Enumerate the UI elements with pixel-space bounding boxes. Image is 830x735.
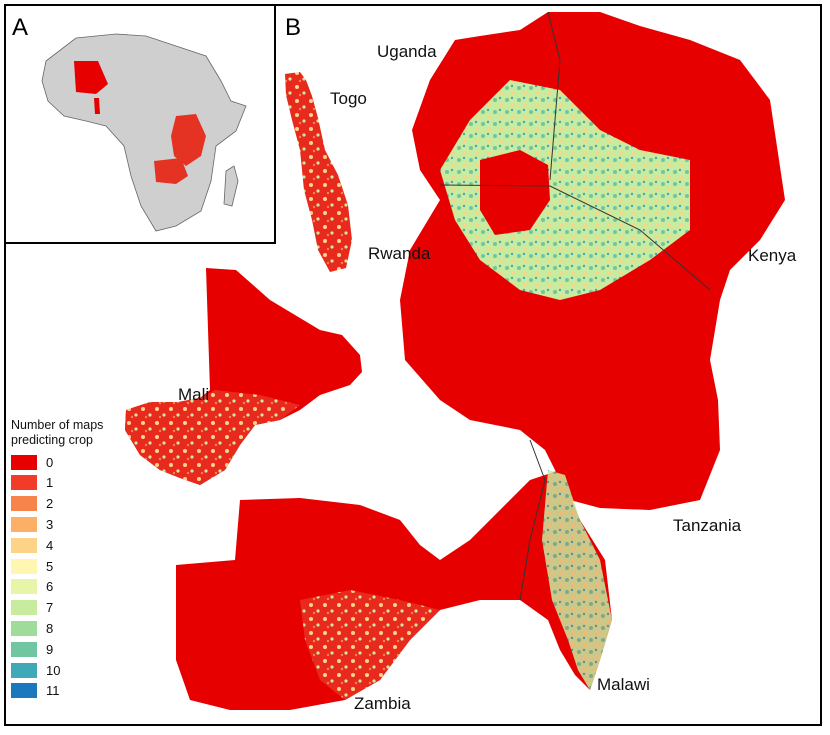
- east-africa-highlight: [171, 114, 206, 166]
- legend: Number of maps predicting crop 0 1 2 3 4 5 6 7 8…: [11, 418, 151, 699]
- legend-swatch: [11, 641, 37, 657]
- legend-swatch: [11, 600, 37, 616]
- legend-item: 1: [11, 474, 53, 492]
- legend-item: 9: [11, 640, 53, 658]
- label-tanzania: Tanzania: [673, 516, 742, 535]
- legend-value: 8: [46, 620, 54, 636]
- kenya-tanzania-border: [439, 184, 711, 291]
- legend-item: 2: [11, 495, 53, 513]
- legend-swatch: [11, 454, 37, 470]
- label-zambia: Zambia: [354, 694, 411, 713]
- uganda-center-red: [480, 150, 550, 235]
- legend-item: 11: [11, 682, 60, 700]
- legend-title-line1: Number of maps: [11, 418, 104, 432]
- label-mali: Mali: [178, 385, 210, 404]
- africa-continent-shape: [41, 33, 247, 232]
- zambia-south-mix: [300, 590, 440, 700]
- legend-value: 10: [46, 662, 61, 678]
- legend-swatch: [11, 662, 37, 678]
- legend-item: 5: [11, 557, 53, 575]
- legend-swatch: [11, 475, 37, 491]
- legend-item: 3: [11, 515, 53, 533]
- legend-item: 0: [11, 453, 53, 471]
- legend-value: 1: [46, 475, 54, 491]
- togo-highlight: [94, 98, 100, 114]
- label-togo: Togo: [330, 89, 367, 108]
- legend-item: 7: [11, 599, 53, 617]
- zambia-shape: [176, 470, 612, 710]
- legend-value: 11: [46, 683, 60, 699]
- legend-item: 8: [11, 619, 53, 637]
- legend-value: 3: [46, 516, 54, 532]
- tanzania-zambia-border: [519, 439, 546, 601]
- togo-shape: [285, 72, 352, 272]
- legend-swatch: [11, 579, 37, 595]
- legend-value: 7: [46, 600, 54, 616]
- legend-swatch: [11, 516, 37, 532]
- legend-title-line2: predicting crop: [11, 433, 93, 447]
- legend-swatch: [11, 537, 37, 553]
- legend-value: 2: [46, 496, 54, 512]
- panel-b-label: B: [285, 14, 302, 41]
- mali-highlight: [74, 61, 108, 94]
- legend-item: 6: [11, 578, 53, 596]
- madagascar-shape: [223, 165, 239, 207]
- label-kenya: Kenya: [748, 246, 797, 265]
- mali-south-shape: [125, 390, 300, 485]
- legend-swatch: [11, 620, 37, 636]
- lake-victoria-region: [440, 80, 690, 300]
- africa-inset-map: [41, 33, 247, 232]
- zambia-highlight: [154, 158, 188, 184]
- legend-value: 5: [46, 558, 54, 574]
- panel-a-label: A: [12, 14, 29, 41]
- inset-panel-a: [4, 4, 276, 244]
- label-malawi: Malawi: [597, 675, 650, 694]
- malawi-shape: [542, 470, 612, 690]
- legend-value: 0: [46, 454, 54, 470]
- legend-item: 10: [11, 661, 60, 679]
- legend-swatch: [11, 496, 37, 512]
- legend-value: 9: [46, 641, 54, 657]
- label-rwanda: Rwanda: [368, 244, 431, 263]
- label-uganda: Uganda: [377, 42, 437, 61]
- legend-item: 4: [11, 536, 53, 554]
- legend-swatch: [11, 558, 37, 574]
- legend-value: 4: [46, 537, 54, 553]
- legend-swatch: [11, 683, 37, 699]
- uganda-kenya-border: [547, 11, 561, 181]
- legend-value: 6: [46, 579, 54, 595]
